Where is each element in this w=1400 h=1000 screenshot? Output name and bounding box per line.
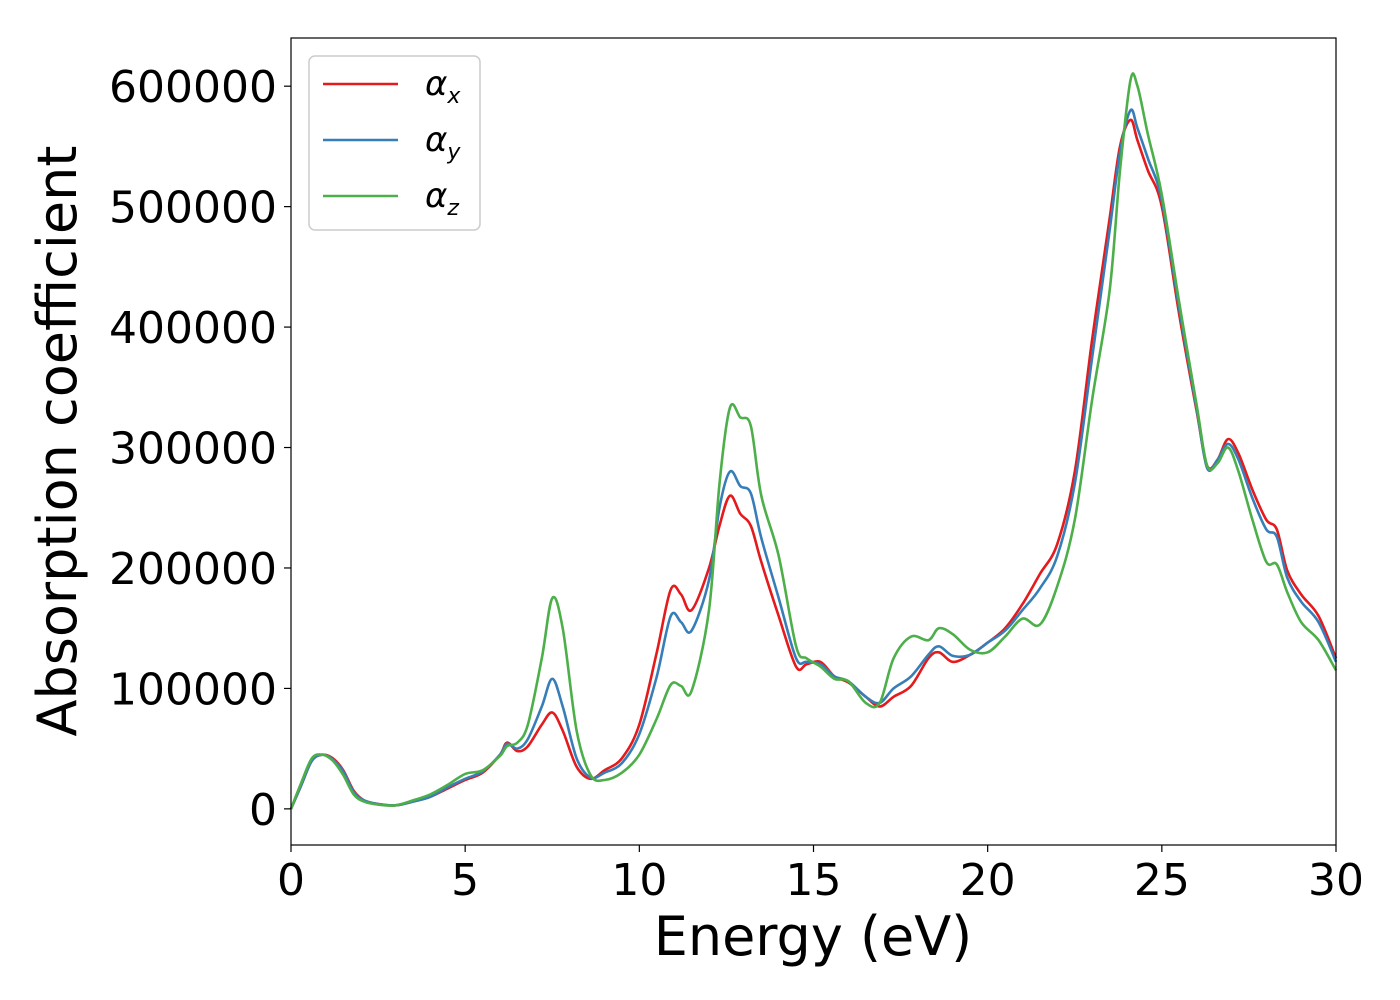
legend-label-z: αz <box>425 176 459 221</box>
legend-box <box>308 55 481 231</box>
y-axis-title: Absorption coefficient <box>26 146 89 737</box>
x-tick-label: 20 <box>960 855 1016 906</box>
x-tick-label: 0 <box>277 855 305 906</box>
x-tick-label: 30 <box>1308 855 1364 906</box>
y-tick-label: 500000 <box>109 183 277 234</box>
x-tick-label: 5 <box>451 855 479 906</box>
y-tick-label: 600000 <box>109 62 277 113</box>
x-tick-label: 15 <box>786 855 842 906</box>
y-tick-label: 200000 <box>109 544 277 595</box>
x-tick-label: 10 <box>611 855 667 906</box>
legend-label-y: αy <box>425 120 461 165</box>
y-tick-label: 0 <box>249 785 277 836</box>
x-axis-ticks: 0 5 10 15 20 25 30 <box>277 845 1364 906</box>
y-tick-label: 300000 <box>109 424 277 475</box>
series-line-z <box>289 72 1338 810</box>
y-tick-label: 400000 <box>109 303 277 354</box>
legend-label-x: αx <box>425 64 461 109</box>
x-tick-label: 25 <box>1134 855 1190 906</box>
series-layer <box>289 72 1338 810</box>
x-axis-title: Energy (eV) <box>654 905 973 968</box>
legend: αx αy αz <box>308 55 481 231</box>
y-tick-label: 100000 <box>109 664 277 715</box>
y-axis-ticks: 0 100000 200000 300000 400000 500000 600000 <box>109 62 291 836</box>
